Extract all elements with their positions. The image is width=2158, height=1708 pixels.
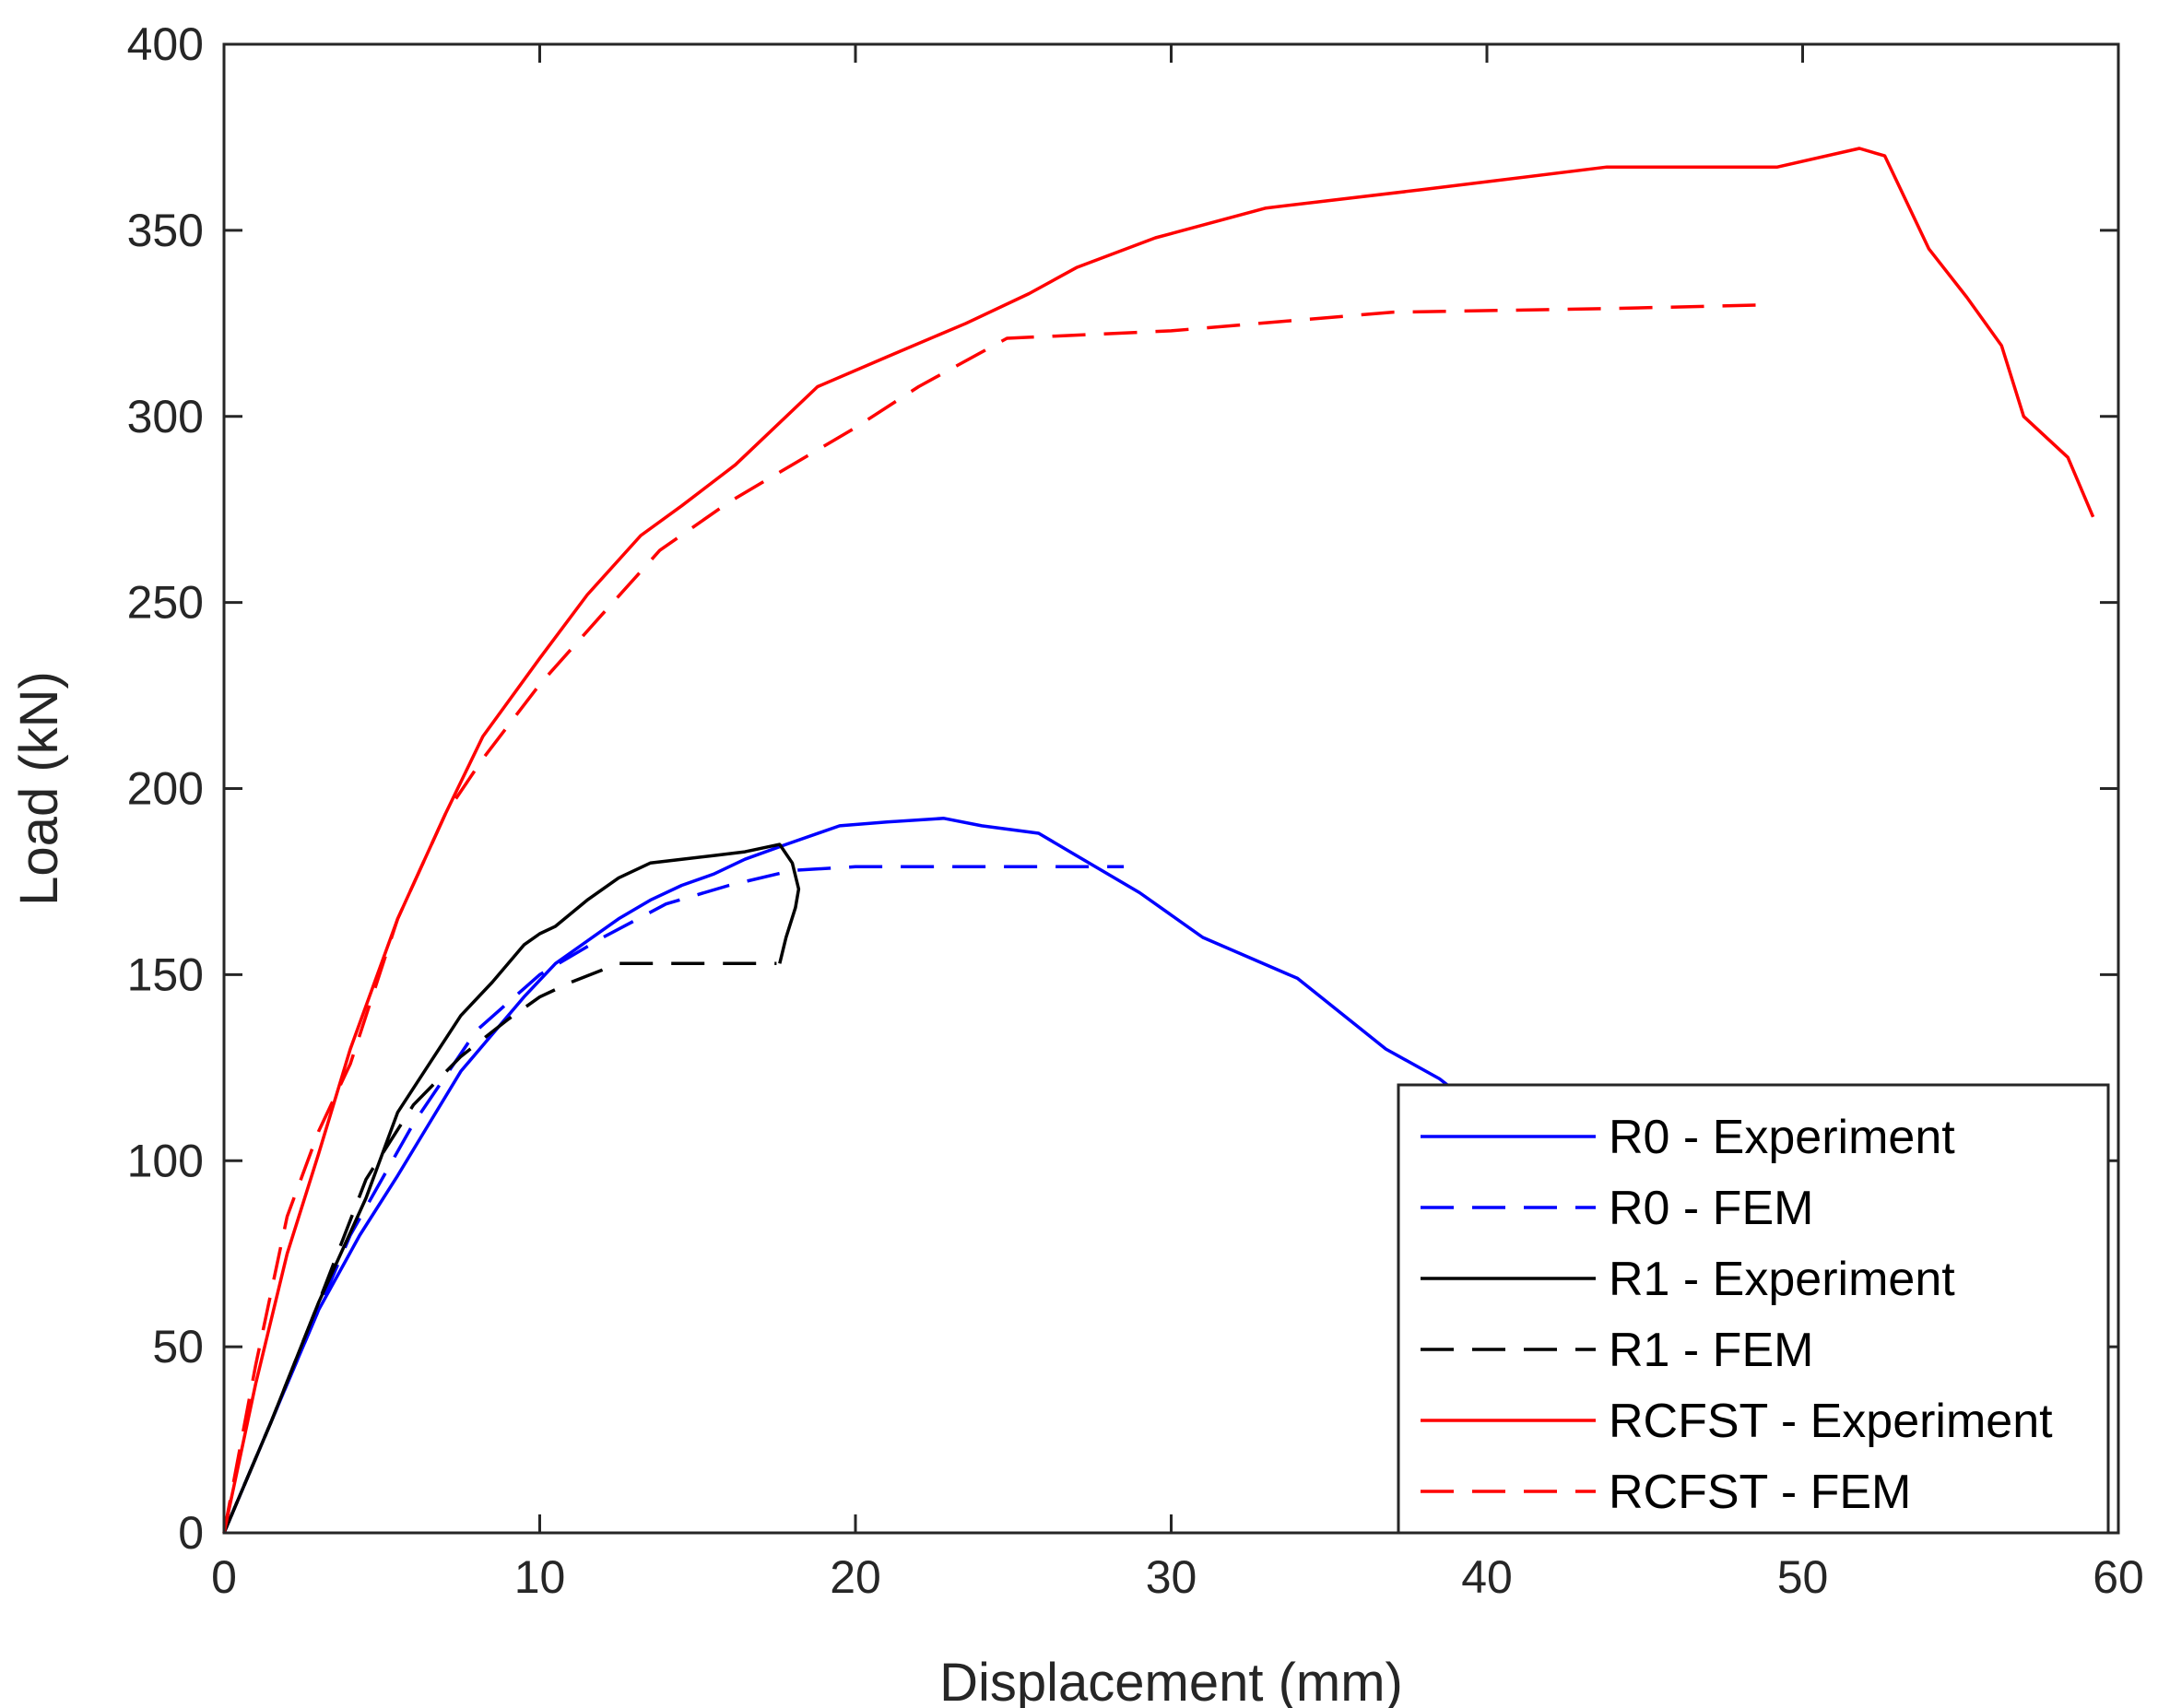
- y-axis: 0 50 100 150 200 250 300 350 400: [127, 18, 2118, 1559]
- x-tick-label: 60: [2093, 1551, 2144, 1603]
- series-line-rcfst-fem: [222, 302, 1772, 1534]
- y-tick-label: 350: [127, 205, 204, 256]
- y-tick-label: 100: [127, 1135, 204, 1186]
- legend-box: [1397, 1083, 2110, 1535]
- legend-label: R0 - FEM: [1609, 1182, 1813, 1235]
- series-line-r0-experiment: [222, 817, 1551, 1534]
- plot-lines: [222, 147, 2095, 1534]
- y-tick-label: 150: [127, 948, 204, 1000]
- y-tick-label: 300: [127, 391, 204, 442]
- x-tick-label: 50: [1777, 1551, 1829, 1603]
- legend-label: R1 - FEM: [1609, 1324, 1813, 1377]
- x-tick-label: 0: [211, 1551, 237, 1603]
- legend-label: RCFST - FEM: [1609, 1466, 1911, 1519]
- y-tick-label: 200: [127, 763, 204, 815]
- x-tick-label: 40: [1461, 1551, 1513, 1603]
- legend-label: R1 - Experiment: [1609, 1253, 1955, 1306]
- x-axis-title: Displacement (mm): [939, 1653, 1403, 1708]
- y-tick-label: 50: [152, 1321, 204, 1372]
- series-line-r1-fem: [222, 961, 777, 1534]
- series-line-r1-experiment: [222, 842, 801, 1534]
- legend: R0 - Experiment R0 - FEM R1 - Experiment R1…: [1397, 1083, 2110, 1535]
- x-tick-label: 10: [514, 1551, 566, 1603]
- legend-label: R0 - Experiment: [1609, 1111, 1955, 1164]
- y-tick-label: 250: [127, 577, 204, 629]
- x-axis: 0 10 20 30 40 50 60: [211, 44, 2144, 1603]
- legend-label: RCFST - Experiment: [1609, 1395, 2053, 1448]
- x-tick-label: 20: [830, 1551, 881, 1603]
- y-tick-label: 400: [127, 18, 204, 70]
- y-axis-title: Load (kN): [9, 671, 69, 906]
- x-tick-label: 30: [1146, 1551, 1197, 1603]
- y-tick-label: 0: [178, 1507, 204, 1559]
